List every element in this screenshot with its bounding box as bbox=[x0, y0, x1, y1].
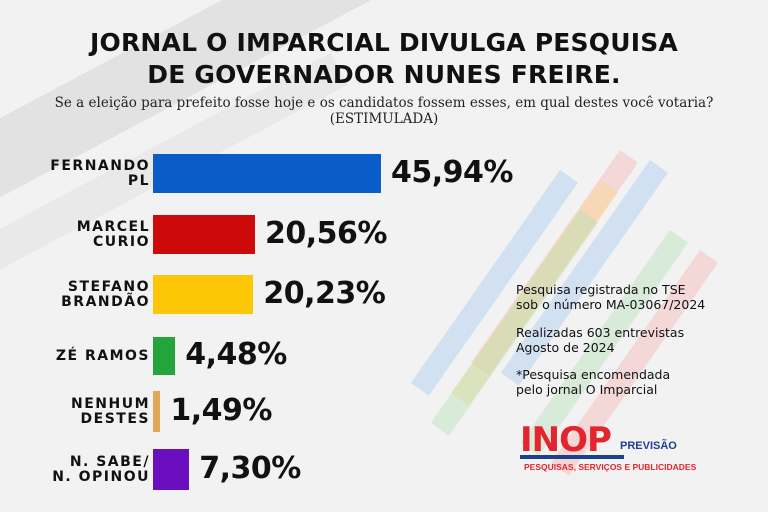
survey-type: (ESTIMULADA) bbox=[329, 111, 439, 127]
candidate-label: STEFANO BRANDÃO bbox=[61, 278, 150, 310]
candidate-label: N. SABE/N. OPINOU bbox=[52, 453, 150, 485]
candidate-label-line: N. OPINOU bbox=[52, 468, 150, 485]
bar bbox=[153, 275, 254, 314]
title-line2: DE GOVERNADOR NUNES FREIRE. bbox=[147, 60, 621, 89]
value-label: 20,23% bbox=[263, 275, 386, 311]
candidate-label-line: N. SABE/ bbox=[69, 453, 150, 470]
bar bbox=[153, 337, 176, 375]
interviews-line2: Agosto de 2024 bbox=[516, 340, 615, 355]
registration-info: Pesquisa registrada no TSE sob o número … bbox=[516, 282, 705, 312]
commissioned-line1: *Pesquisa encomendada bbox=[516, 367, 671, 382]
logo-name: INOP bbox=[520, 420, 612, 460]
value-label: 1,49% bbox=[170, 392, 272, 428]
survey-question: Se a eleição para prefeito fosse hoje e … bbox=[54, 95, 714, 111]
candidate-label: MARCEL CURIO bbox=[76, 218, 150, 250]
value-label: 4,48% bbox=[185, 337, 287, 372]
candidate-label-line: STEFANO bbox=[67, 278, 150, 295]
logo-partner: PREVISÃO bbox=[620, 440, 677, 452]
bar bbox=[153, 154, 381, 193]
interviews-info: Realizadas 603 entrevistas Agosto de 202… bbox=[516, 325, 684, 355]
title-line1: JORNAL O IMPARCIAL DIVULGA PESQUISA bbox=[90, 28, 678, 57]
bar bbox=[153, 449, 190, 490]
inop-logo: INOP PREVISÃO PESQUISAS, SERVIÇOS E PUBL… bbox=[520, 420, 696, 472]
bar bbox=[153, 391, 161, 432]
candidate-label-line: DESTES bbox=[80, 410, 150, 427]
registration-line1: Pesquisa registrada no TSE bbox=[516, 282, 686, 297]
candidate-label-line: BRANDÃO bbox=[61, 293, 150, 310]
candidate-label: ZÉ RAMOS bbox=[55, 347, 150, 364]
candidate-label-line: NENHUM bbox=[70, 395, 150, 412]
interviews-line1: Realizadas 603 entrevistas bbox=[516, 325, 685, 340]
candidate-label: NENHUM DESTES bbox=[70, 395, 150, 427]
value-label: 45,94% bbox=[391, 154, 513, 190]
candidate-label: FERNANDO PL bbox=[50, 157, 150, 189]
candidate-label-line: CURIO bbox=[92, 233, 150, 250]
registration-line2: sob o número MA-03067/2024 bbox=[516, 297, 706, 312]
logo-tagline: PESQUISAS, SERVIÇOS E PUBLICIDADES bbox=[524, 462, 697, 472]
bar bbox=[153, 215, 256, 254]
value-label: 20,56% bbox=[265, 215, 387, 251]
candidate-label-line: MARCEL bbox=[76, 218, 150, 235]
candidate-label-line: PL bbox=[127, 172, 150, 189]
candidate-label-line: ZÉ RAMOS bbox=[55, 347, 150, 364]
logo-strip bbox=[520, 455, 624, 459]
commissioned-info: *Pesquisa encomendada pelo jornal O Impa… bbox=[516, 367, 670, 397]
value-label: 7,30% bbox=[199, 450, 301, 486]
candidate-label-line: FERNANDO bbox=[50, 157, 150, 174]
commissioned-line2: pelo jornal O Imparcial bbox=[516, 382, 658, 397]
